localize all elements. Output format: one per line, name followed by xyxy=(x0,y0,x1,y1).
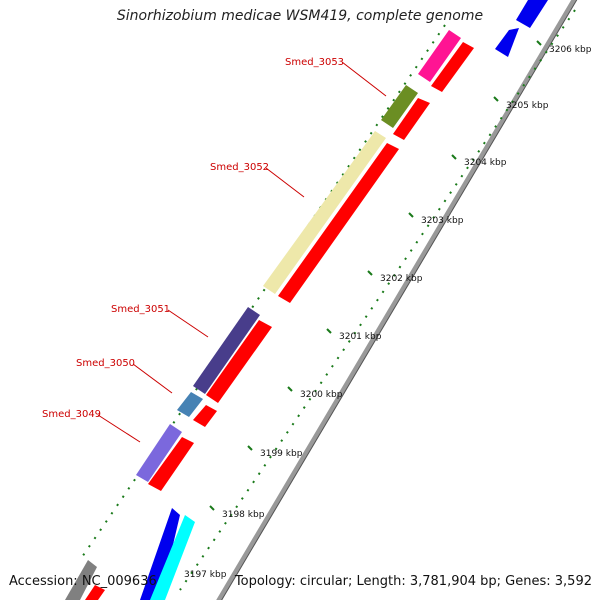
cds-3051[interactable] xyxy=(206,320,272,403)
feature-reverse-cyan-bottom[interactable] xyxy=(150,515,195,600)
kbp-label-3205: 3205 kbp xyxy=(506,101,549,111)
kbp-tick xyxy=(247,445,253,451)
kbp-label-3203: 3203 kbp xyxy=(421,216,464,226)
kbp-label-3198: 3198 kbp xyxy=(222,510,265,520)
gene-label-3051[interactable]: Smed_3051 xyxy=(111,304,170,315)
cds-bottom[interactable] xyxy=(85,585,105,600)
kbp-label-3202: 3202 kbp xyxy=(380,274,423,284)
gene-label-3049[interactable]: Smed_3049 xyxy=(42,409,101,420)
tick-track-outer xyxy=(79,24,446,561)
kbp-labels: 3197 kbp 3198 kbp 3199 kbp 3200 kbp 3201… xyxy=(184,45,592,580)
cds-3052[interactable] xyxy=(278,143,399,303)
gene-label-leaders xyxy=(97,61,387,443)
leader-3050 xyxy=(132,363,173,394)
cds-3049[interactable] xyxy=(148,437,194,491)
kbp-tick xyxy=(209,505,215,511)
gene-label-3053[interactable]: Smed_3053 xyxy=(285,57,344,68)
accession-label: Accession: NC_009636 xyxy=(9,574,157,589)
gene-features xyxy=(136,30,461,482)
kbp-label-3199: 3199 kbp xyxy=(260,449,303,459)
kbp-label-3200: 3200 kbp xyxy=(300,390,343,400)
cds-features xyxy=(85,42,474,600)
tick-track-inner xyxy=(179,9,576,591)
reverse-features xyxy=(65,0,548,600)
feature-reverse-blue-bottom[interactable] xyxy=(140,508,180,600)
kbp-label-3204: 3204 kbp xyxy=(464,158,507,168)
cds-3053[interactable] xyxy=(393,98,430,140)
cds-3050[interactable] xyxy=(193,405,217,427)
kbp-tick xyxy=(536,40,542,46)
cds-3053-next[interactable] xyxy=(431,42,474,92)
gene-label-3050[interactable]: Smed_3050 xyxy=(76,358,135,369)
leader-3053 xyxy=(341,61,387,97)
kbp-tick-group xyxy=(171,40,542,571)
gene-label-3052[interactable]: Smed_3052 xyxy=(210,162,269,173)
leader-3052 xyxy=(265,167,305,198)
kbp-tick xyxy=(451,154,457,160)
feature-reverse-grey-bottom[interactable] xyxy=(65,560,97,600)
leader-3051 xyxy=(167,309,209,338)
genome-stats-label: Topology: circular; Length: 3,781,904 bp… xyxy=(234,574,592,589)
feature-reverse-blue-top[interactable] xyxy=(516,0,548,28)
gene-smed-3050[interactable] xyxy=(177,392,203,417)
kbp-label-3201: 3201 kbp xyxy=(339,332,382,342)
gene-smed-3049[interactable] xyxy=(136,424,182,482)
genome-backbone xyxy=(216,0,577,600)
kbp-tick xyxy=(326,328,332,334)
kbp-label-3197: 3197 kbp xyxy=(184,570,227,580)
map-title: Sinorhizobium medicae WSM419, complete g… xyxy=(116,8,484,24)
gene-labels: Smed_3049 Smed_3050 Smed_3051 Smed_3052 … xyxy=(42,57,344,420)
feature-reverse-blue-top-2[interactable] xyxy=(495,28,519,57)
gene-smed-3052[interactable] xyxy=(263,131,386,294)
kbp-label-3206: 3206 kbp xyxy=(549,45,592,55)
gene-smed-3051[interactable] xyxy=(193,307,260,394)
kbp-tick xyxy=(367,270,373,276)
kbp-tick xyxy=(493,96,499,102)
kbp-tick xyxy=(408,212,414,218)
gene-next[interactable] xyxy=(418,30,461,82)
kbp-tick xyxy=(287,386,293,392)
backbone-shadow xyxy=(221,0,578,600)
leader-3049 xyxy=(97,414,141,443)
gene-smed-3053[interactable] xyxy=(381,85,418,128)
